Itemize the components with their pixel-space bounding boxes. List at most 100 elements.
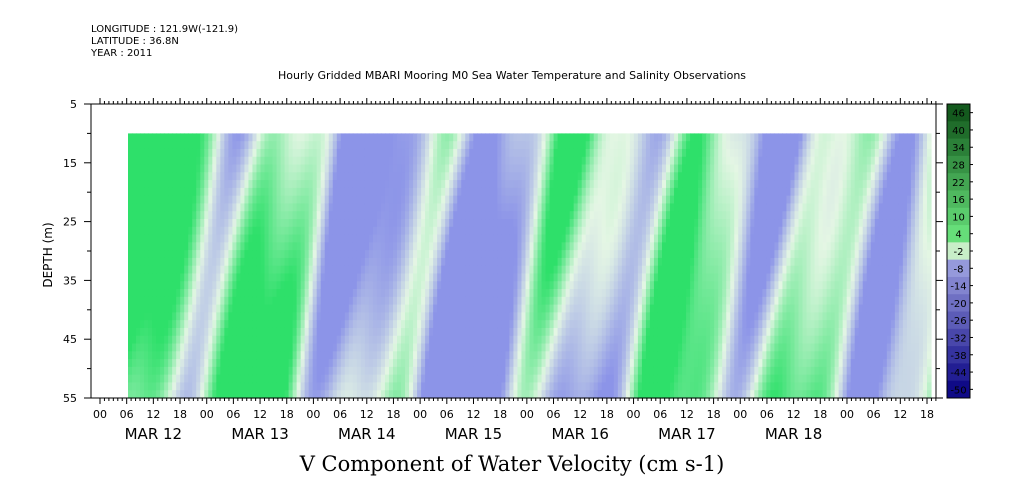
heatmap-cell [148,320,153,329]
heatmap-cell [706,289,711,298]
heatmap-cell [356,219,362,228]
heatmap-cell [625,327,631,337]
heatmap-cell [140,312,145,321]
heatmap-cell [409,148,414,158]
heatmap-cell [593,164,599,173]
heatmap-cell [276,242,282,251]
heatmap-cell [312,172,318,181]
heatmap-cell [392,390,398,399]
heatmap-cell [136,148,141,158]
heatmap-cell [585,296,591,306]
heatmap-cell [441,296,446,306]
heatmap-cell [368,242,374,251]
heatmap-cell [308,327,314,337]
heatmap-cell [268,312,274,321]
heatmap-cell [573,133,579,142]
heatmap-cell [148,195,153,205]
heatmap-cell [168,242,173,251]
heatmap-cell [601,320,607,329]
heatmap-cell [421,281,426,290]
heatmap-cell [674,343,679,352]
heatmap-cell [569,133,575,142]
heatmap-cell [641,250,647,259]
heatmap-cell [710,289,715,298]
heatmap-cell [441,203,446,212]
heatmap-cell [188,141,193,150]
heatmap-cell [581,242,587,251]
heatmap-cell [686,187,691,197]
heatmap-cell [670,234,675,243]
heatmap-cell [320,242,326,251]
heatmap-cell [376,366,382,376]
heatmap-cell [128,172,133,181]
heatmap-cell [220,304,225,313]
heatmap-cell [376,265,382,275]
heatmap-cell [352,327,358,337]
heatmap-cell [533,219,539,228]
heatmap-cell [513,304,519,313]
heatmap-cell [529,242,535,251]
heatmap-cell [698,359,703,368]
heatmap-cell [609,211,615,220]
heatmap-cell [348,273,354,282]
heatmap-cell [509,390,515,399]
heatmap-cell [296,234,302,243]
heatmap-cell [340,257,346,267]
heatmap-cell [617,390,623,399]
heatmap-cell [244,250,250,259]
heatmap-cell [380,219,386,228]
heatmap-cell [413,156,418,166]
heatmap-cell [204,312,209,321]
heatmap-cell [537,390,543,399]
heatmap-cell [220,327,225,337]
heatmap-cell [657,195,663,205]
heatmap-cell [232,211,237,220]
heatmap-cell [485,320,490,329]
heatmap-cell [645,265,651,275]
heatmap-cell [232,281,237,290]
heatmap-cell [453,172,458,181]
heatmap-cell [397,304,402,313]
heatmap-cell [180,257,185,267]
heatmap-cell [320,366,326,376]
heatmap-cell [236,234,242,243]
heatmap-cell [264,359,270,368]
heatmap-cell [360,296,366,306]
heatmap-cell [557,273,563,282]
heatmap-cell [702,366,707,376]
heatmap-cell [698,304,703,313]
heatmap-cell [553,390,559,399]
heatmap-cell [637,211,643,220]
heatmap-cell [678,327,683,337]
heatmap-cell [633,366,639,376]
heatmap-cell [228,312,233,321]
heatmap-cell [184,141,189,150]
heatmap-cell [328,195,334,205]
heatmap-cell [252,156,258,166]
heatmap-cell [529,289,535,298]
heatmap-cell [593,265,599,275]
heatmap-cell [176,219,181,228]
heatmap-cell [521,250,527,259]
heatmap-cell [645,226,651,236]
heatmap-cell [148,164,153,173]
heatmap-cell [244,156,250,166]
heatmap-cell [397,335,402,345]
heatmap-cell [300,242,306,251]
heatmap-cell [686,351,691,360]
heatmap-cell [593,219,599,228]
heatmap-cell [397,195,402,205]
heatmap-cell [710,250,715,259]
heatmap-cell [312,148,318,158]
heatmap-cell [264,366,270,376]
heatmap-cell [320,180,326,189]
heatmap-cell [577,250,583,259]
heatmap-cell [621,148,627,158]
heatmap-cell [328,304,334,313]
heatmap-cell [581,320,587,329]
heatmap-cell [706,211,711,220]
heatmap-cell [597,320,603,329]
heatmap-cell [666,312,671,321]
heatmap-cell [417,343,422,352]
heatmap-cell [409,133,414,142]
